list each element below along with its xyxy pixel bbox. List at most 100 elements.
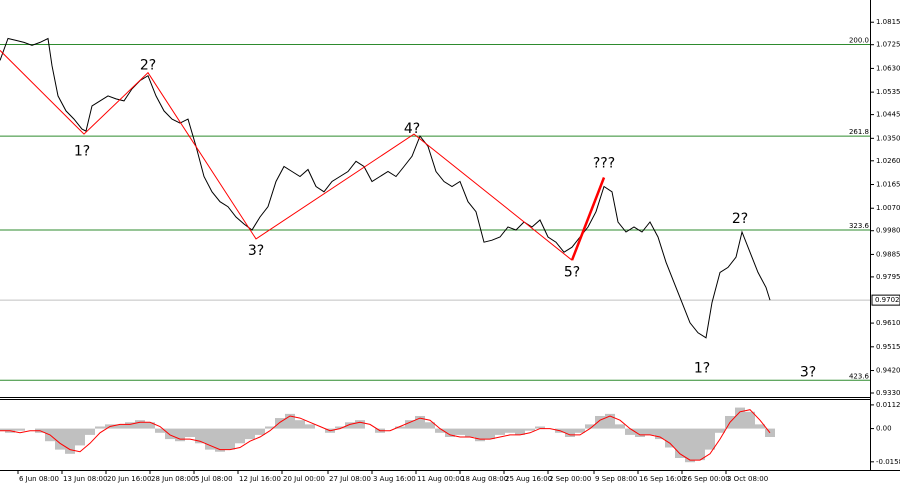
osc-bar xyxy=(115,424,125,429)
y-tick-label: 1.0725 xyxy=(876,41,900,49)
osc-bar xyxy=(475,428,485,442)
osc-bar xyxy=(395,426,405,429)
fib-level-label: 200.0 xyxy=(849,36,869,44)
wave-label: 3? xyxy=(800,364,816,380)
osc-bar xyxy=(175,428,185,442)
osc-bar xyxy=(525,428,535,431)
osc-bar xyxy=(185,428,195,437)
osc-bar xyxy=(235,428,245,444)
osc-bar xyxy=(85,428,95,435)
y-tick-label: 0.9330 xyxy=(876,389,900,397)
y-tick-label: 0.9980 xyxy=(876,227,900,235)
x-tick-label: 3 Aug 16:00 xyxy=(373,475,416,483)
osc-bar xyxy=(15,428,25,431)
osc-bar xyxy=(65,428,75,454)
wave-line xyxy=(570,177,606,261)
osc-bar xyxy=(295,420,305,429)
x-tick-label: 6 Jun 08:00 xyxy=(19,475,59,483)
osc-bar xyxy=(745,411,755,429)
osc-bar xyxy=(665,428,675,448)
wave-label: 4? xyxy=(404,121,420,137)
x-tick-label: 12 Jul 16:00 xyxy=(239,475,281,483)
osc-bar xyxy=(515,428,525,435)
fib-level-label: 261.8 xyxy=(849,128,869,136)
wave-line xyxy=(0,50,573,261)
osc-bar xyxy=(575,428,585,433)
osc-bar xyxy=(465,428,475,437)
osc-bar xyxy=(535,426,545,429)
osc-bar xyxy=(95,426,105,429)
wave-label: 2? xyxy=(140,58,156,74)
osc-bar xyxy=(445,428,455,437)
x-tick-label: 16 Sep 16:00 xyxy=(639,475,686,483)
y-tick-label: 1.0260 xyxy=(876,157,900,165)
osc-bar xyxy=(585,424,595,429)
osc-y-tick-label: 0.01127 xyxy=(876,401,900,409)
osc-bar xyxy=(735,407,745,429)
osc-bar xyxy=(455,428,465,435)
x-tick-label: 20 Jun 16:00 xyxy=(107,475,151,483)
osc-bar xyxy=(335,426,345,429)
osc-bar xyxy=(485,428,495,440)
osc-y-tick-label: -0.01581 xyxy=(876,458,900,466)
y-tick-label: 1.0535 xyxy=(876,88,900,96)
osc-bar xyxy=(155,428,165,433)
osc-bar xyxy=(255,428,265,435)
osc-bar xyxy=(405,420,415,429)
x-tick-label: 25 Aug 16:00 xyxy=(505,475,552,483)
osc-bar xyxy=(615,424,625,429)
wave-label: 2? xyxy=(732,211,748,227)
x-tick-label: 11 Aug 00:00 xyxy=(417,475,464,483)
y-tick-label: 0.9885 xyxy=(876,250,900,258)
osc-bar xyxy=(135,420,145,429)
osc-bar xyxy=(755,424,765,429)
osc-bar xyxy=(435,428,445,433)
y-tick-label: 0.9610 xyxy=(876,319,900,327)
osc-bar xyxy=(285,413,295,429)
wave-label: 5? xyxy=(564,264,580,280)
osc-bar xyxy=(715,428,725,433)
osc-bar xyxy=(215,428,225,452)
osc-bar xyxy=(495,428,505,435)
osc-bar xyxy=(505,428,515,433)
osc-bar xyxy=(595,415,605,429)
x-tick-label: 28 Jun 08:00 xyxy=(151,475,195,483)
wave-label: 1? xyxy=(74,143,90,159)
y-tick-label: 1.0165 xyxy=(876,181,900,189)
osc-bar xyxy=(205,428,215,450)
osc-bar xyxy=(425,422,435,429)
wave-label: 1? xyxy=(694,360,710,376)
y-tick-label: 1.0630 xyxy=(876,64,900,72)
fib-level-label: 323.6 xyxy=(849,222,870,230)
x-tick-label: 27 Jul 08:00 xyxy=(329,475,371,483)
osc-bar xyxy=(275,418,285,429)
osc-bar xyxy=(605,413,615,429)
osc-bar xyxy=(645,428,655,435)
osc-bar xyxy=(145,422,155,429)
osc-y-tick-label: 0.00 xyxy=(876,425,892,433)
osc-bar xyxy=(655,428,665,440)
osc-signal-line xyxy=(0,409,771,461)
current-price-box xyxy=(871,294,900,306)
x-tick-label: 13 Jun 08:00 xyxy=(63,475,107,483)
fib-level-label: 423.6 xyxy=(849,372,870,380)
osc-bar xyxy=(0,428,5,431)
wave-label: 3? xyxy=(248,243,264,259)
osc-bar xyxy=(195,428,205,444)
osc-bar xyxy=(305,424,315,429)
y-tick-label: 1.0815 xyxy=(876,18,900,26)
osc-bar xyxy=(225,428,235,450)
osc-bar xyxy=(675,428,685,459)
osc-bar xyxy=(55,428,65,450)
x-tick-label: 5 Jul 08:00 xyxy=(195,475,233,483)
osc-bar xyxy=(415,415,425,429)
osc-bar xyxy=(635,428,645,437)
y-tick-label: 1.0350 xyxy=(876,134,900,142)
osc-bar xyxy=(625,428,635,435)
osc-bar xyxy=(355,420,365,429)
osc-bar xyxy=(165,428,175,440)
y-tick-label: 0.9420 xyxy=(876,367,900,375)
x-tick-label: 20 Jul 00:00 xyxy=(283,475,325,483)
